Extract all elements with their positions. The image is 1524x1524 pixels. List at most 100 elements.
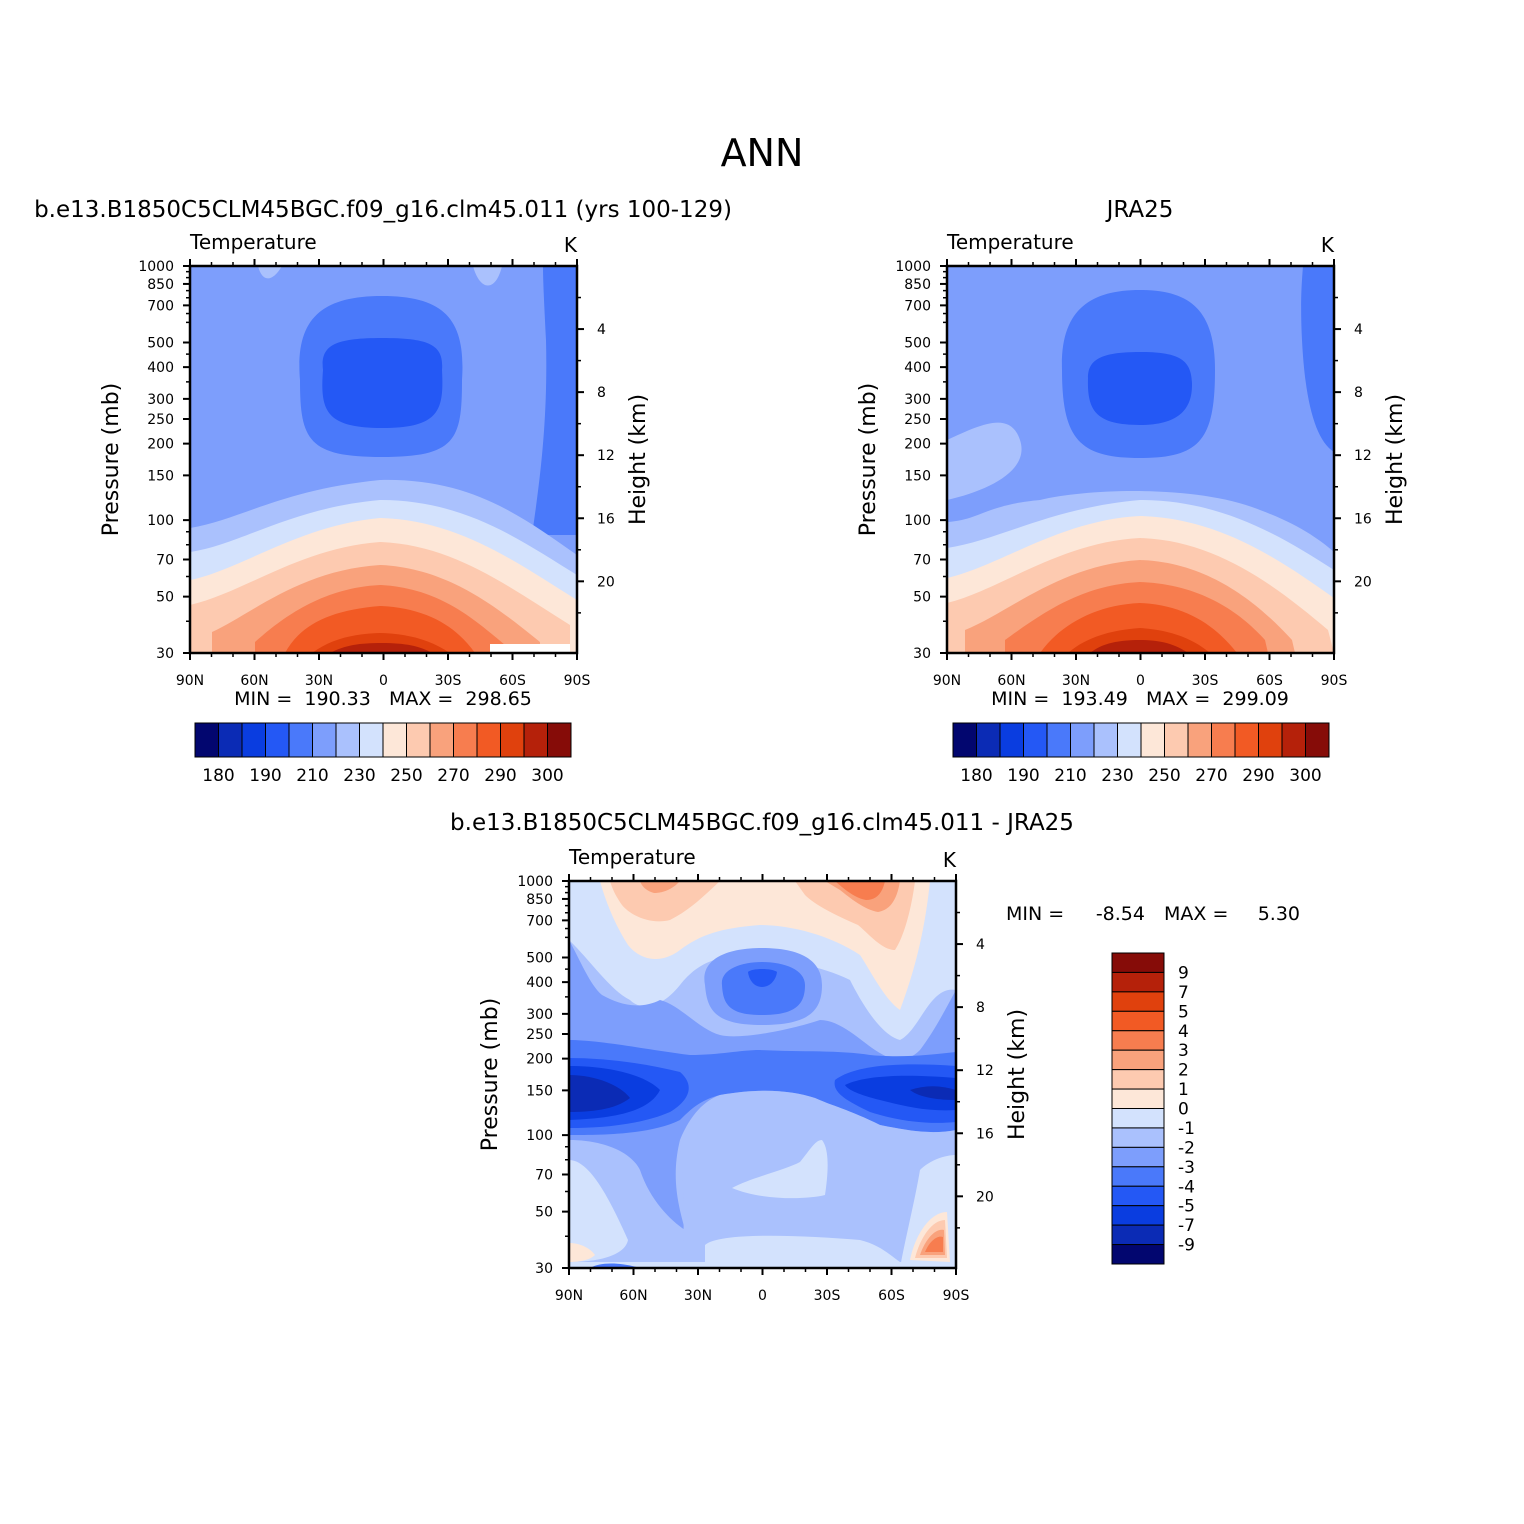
- y-tick-label: 400: [526, 975, 553, 991]
- panel-diff-subtitle-right: K: [943, 848, 957, 872]
- contour-band: [845, 1075, 956, 1111]
- x-tick-label: 60S: [1256, 673, 1283, 689]
- x-tick-label: 0: [1136, 673, 1145, 689]
- colorbar-swatch: [999, 722, 1024, 758]
- colorbar-label: 180: [960, 766, 992, 786]
- y-tick-label: 300: [147, 392, 174, 408]
- panel-model-axes: 30 50 70 100 150 200 250 300 400 500 700 850 1000 20 1…: [99, 259, 651, 689]
- y-tick-label: 200: [526, 1052, 553, 1068]
- panel-model-contours: [190, 266, 577, 653]
- colorbar-label: 290: [1242, 766, 1274, 786]
- colorbar-swatch: [1111, 1205, 1165, 1226]
- y2-axis-label: Height (km): [626, 394, 651, 525]
- colorbar-swatch: [218, 722, 243, 758]
- colorbar-label: -4: [1178, 1177, 1195, 1197]
- y-tick-label: 500: [904, 335, 931, 351]
- y-tick-label: 250: [147, 412, 174, 428]
- colorbar-swatch: [1111, 952, 1165, 973]
- panel-diff: b.e13.B1850C5CLM45BGC.f09_g16.clm45.011 …: [450, 810, 1300, 1304]
- contour-band: [910, 1086, 956, 1100]
- x-tick-label: 30S: [1192, 673, 1219, 689]
- y-tick-label: 250: [526, 1027, 553, 1043]
- contour-band: [721, 962, 805, 1015]
- contour-band: [569, 1243, 595, 1262]
- colorbar-label: 210: [296, 766, 328, 786]
- colorbar-label: 1: [1178, 1080, 1189, 1100]
- colorbar-label: -9: [1178, 1236, 1195, 1256]
- x-tick-label: 30N: [1062, 673, 1090, 689]
- colorbar-swatch: [406, 722, 431, 758]
- y2-tick-label: 4: [976, 937, 985, 953]
- panel-diff-contours: [569, 881, 956, 1268]
- colorbar-label: 0: [1178, 1100, 1189, 1120]
- colorbar-swatch: [1111, 1010, 1165, 1032]
- colorbar-swatch: [1046, 722, 1071, 758]
- colorbar-swatch: [1023, 722, 1048, 758]
- contour-band: [532, 266, 577, 535]
- contour-band: [748, 969, 777, 987]
- y2-tick-label: 20: [1354, 574, 1372, 590]
- y-tick-label: 850: [147, 277, 174, 293]
- y-tick-label: 70: [156, 552, 174, 568]
- panel-model-title: b.e13.B1850C5CLM45BGC.f09_g16.clm45.011 …: [34, 197, 732, 223]
- y2-tick-label: 12: [597, 448, 615, 464]
- y-tick-label: 50: [535, 1205, 553, 1221]
- x-tick-label: 90N: [933, 673, 961, 689]
- y-tick-label: 400: [147, 360, 174, 376]
- panel-obs-subtitle-right: K: [1321, 233, 1335, 257]
- y2-tick-label: 12: [976, 1063, 994, 1079]
- y-tick-label: 400: [904, 360, 931, 376]
- panel-model-minmax: MIN = 190.33 MAX = 298.65: [234, 688, 532, 710]
- figure-title: ANN: [721, 131, 804, 175]
- contour-band: [610, 881, 720, 922]
- panel-obs-subtitle-left: Temperature: [946, 230, 1074, 254]
- colorbar-label: -7: [1178, 1216, 1195, 1236]
- x-tick-label: 60N: [997, 673, 1025, 689]
- x-tick-label: 30N: [305, 673, 333, 689]
- x-tick-label: 30S: [435, 673, 462, 689]
- contour-band: [473, 266, 502, 286]
- panel-diff-subtitle-left: Temperature: [568, 845, 696, 869]
- colorbar-swatch: [1111, 1244, 1165, 1265]
- x-tick-label: 60N: [619, 1288, 647, 1304]
- colorbar-swatch: [312, 722, 337, 758]
- panel-obs-colorbar: 180 190 210 230 250 270 290 300: [952, 722, 1330, 786]
- contour-band: [835, 881, 885, 900]
- colorbar-swatch: [382, 722, 407, 758]
- y2-tick-label: 4: [1354, 322, 1363, 338]
- x-tick-label: 90S: [1321, 673, 1348, 689]
- contour-band: [947, 422, 1022, 500]
- y-tick-label: 50: [156, 590, 174, 606]
- colorbar-swatch: [1111, 1146, 1165, 1168]
- y-tick-label: 1000: [895, 259, 931, 275]
- colorbar-label: 190: [1007, 766, 1039, 786]
- panel-obs-contours: [947, 266, 1334, 653]
- panel-model-subtitle-right: K: [564, 233, 578, 257]
- y-tick-label: 700: [526, 913, 553, 929]
- x-tick-label: 60S: [499, 673, 526, 689]
- colorbar-label: 4: [1178, 1022, 1189, 1042]
- colorbar-swatch: [1111, 1030, 1165, 1051]
- panel-diff-axes: 30 50 70 100 150 200 250 300 400 500 700 850 1000 20 1…: [478, 874, 1030, 1304]
- colorbar-swatch: [1111, 1088, 1165, 1109]
- y2-axis-label: Height (km): [1383, 394, 1408, 525]
- contour-band: [1301, 266, 1334, 452]
- y-tick-label: 30: [535, 1261, 553, 1277]
- y-tick-label: 1000: [517, 874, 553, 890]
- colorbar-swatch: [1281, 722, 1306, 758]
- x-tick-label: 0: [379, 673, 388, 689]
- y-axis-label: Pressure (mb): [478, 998, 503, 1152]
- contour-band: [569, 1160, 628, 1262]
- colorbar-swatch: [1187, 722, 1212, 758]
- x-tick-label: 90S: [943, 1288, 970, 1304]
- panel-diff-max-label: MAX =: [1164, 903, 1228, 925]
- contour-band: [1087, 352, 1192, 425]
- colorbar-label: 2: [1178, 1061, 1189, 1081]
- y-tick-label: 200: [147, 437, 174, 453]
- panel-diff-title: b.e13.B1850C5CLM45BGC.f09_g16.clm45.011 …: [450, 810, 1074, 836]
- colorbar-label: -3: [1178, 1158, 1195, 1178]
- colorbar-label: -2: [1178, 1138, 1195, 1158]
- colorbar-swatch: [194, 722, 219, 758]
- colorbar-label: -1: [1178, 1119, 1195, 1139]
